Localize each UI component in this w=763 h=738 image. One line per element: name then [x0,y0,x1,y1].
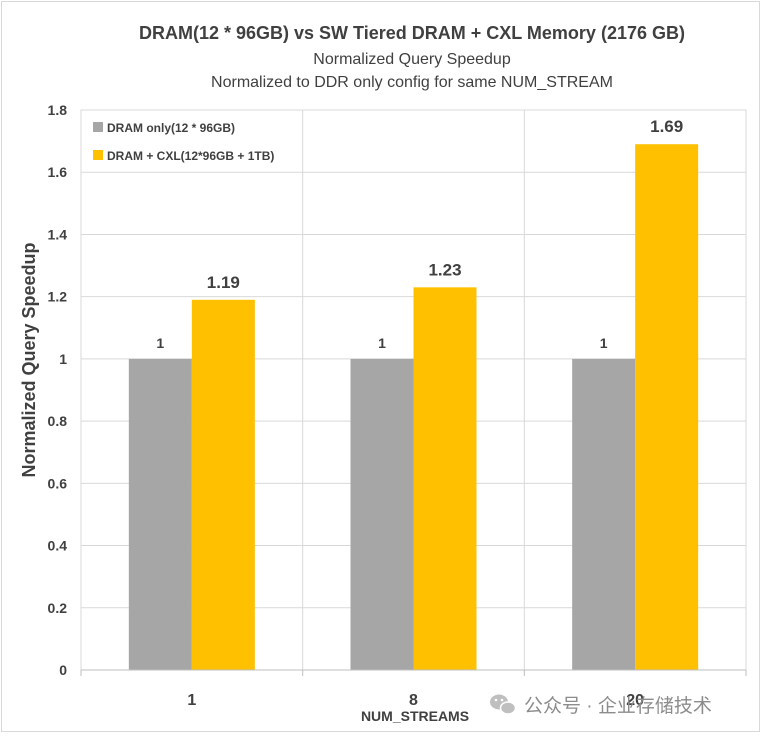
legend-label-series-2: DRAM + CXL(12*96GB + 1TB) [107,149,274,163]
axis-layer: 0 0.2 0.4 0.6 0.8 1 1.2 1.4 1.6 1.8 1 8 20 [48,102,747,709]
y-tick-label: 0.8 [48,413,68,429]
y-tick-label: 1 [59,351,67,367]
bars-layer [128,144,699,670]
data-label-series-1: 1 [156,335,164,351]
y-tick-label: 0 [59,662,67,678]
bar-series-1 [350,358,414,670]
y-axis-title: Normalized Query Speedup [19,242,39,477]
bar-series-2 [413,287,477,670]
y-tick-label: 0.2 [48,600,68,616]
data-label-series-2: 1.23 [428,260,461,279]
x-tick-label: 8 [409,692,418,709]
y-tick-label: 0.4 [48,538,68,554]
legend-label-series-1: DRAM only(12 * 96GB) [107,121,235,135]
watermark-text: 公众号 · 企业存储技术 [524,695,712,717]
data-labels-layer: 1 1.19 1 1.23 1 1.69 [156,117,683,351]
data-label-series-2: 1.19 [207,273,240,292]
legend-swatch-series-1 [93,122,103,132]
bar-series-1 [572,358,636,670]
x-axis-title: NUM_STREAMS [361,708,469,724]
y-tick-label: 0.6 [48,475,68,491]
legend-swatch-series-2 [93,150,103,160]
y-tick-label: 1.4 [48,226,68,242]
x-tick-label: 20 [626,692,644,709]
data-label-series-1: 1 [378,335,386,351]
chart-subtitle-1: Normalized Query Speedup [313,51,511,68]
data-label-series-2: 1.69 [650,117,683,136]
y-tick-label: 1.2 [48,289,68,305]
y-tick-label: 1.6 [48,164,68,180]
bar-series-2 [635,144,699,670]
bar-series-1 [128,358,192,670]
data-label-series-1: 1 [600,335,608,351]
wechat-icon [490,694,517,715]
x-tick-label: 1 [187,692,196,709]
legend: DRAM only(12 * 96GB) DRAM + CXL(12*96GB +… [93,121,274,163]
chart-title: DRAM(12 * 96GB) vs SW Tiered DRAM + CXL … [139,23,685,43]
watermark: 公众号 · 企业存储技术 [490,694,712,717]
bar-series-2 [191,299,255,670]
chart-subtitle-2: Normalized to DDR only config for same N… [211,74,613,91]
y-tick-label: 1.8 [48,102,68,118]
